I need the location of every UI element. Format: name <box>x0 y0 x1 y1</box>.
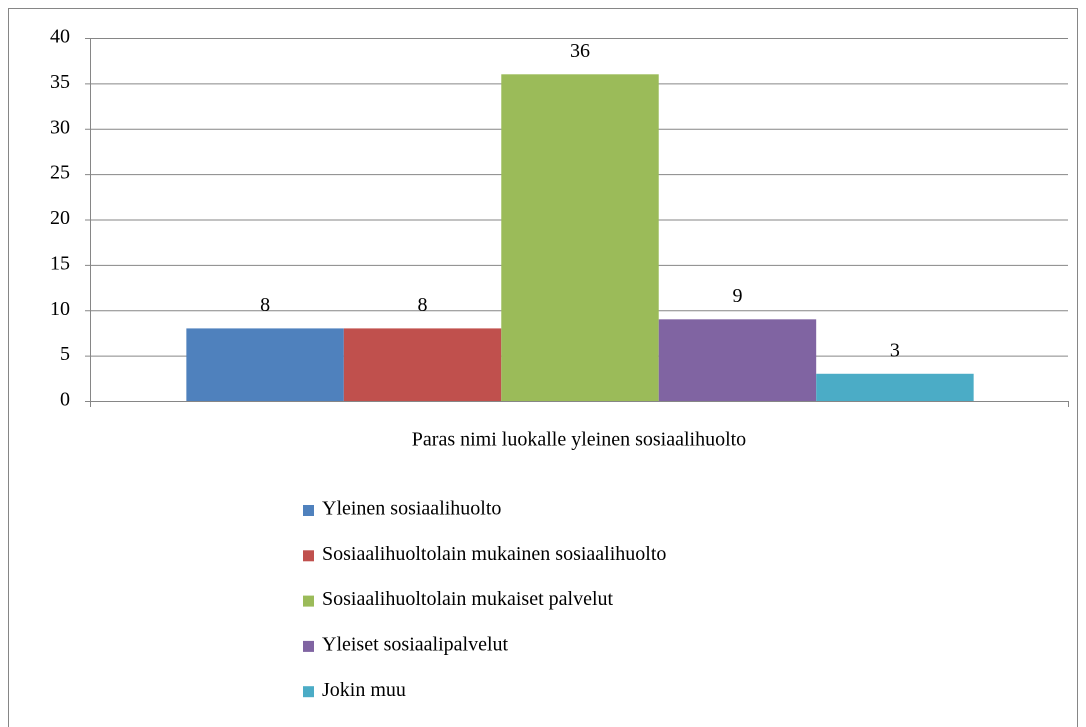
legend-label: Sosiaalihuoltolain mukaiset palvelut <box>322 588 614 610</box>
legend-swatch <box>303 505 314 516</box>
y-tick-label: 40 <box>50 26 70 48</box>
bar <box>343 328 502 401</box>
legend-label: Yleiset sosiaalipalvelut <box>322 633 509 655</box>
y-tick-label: 30 <box>50 116 70 138</box>
bar <box>816 373 974 401</box>
legend-label: Yleinen sosiaalihuolto <box>322 498 501 520</box>
y-tick-label: 20 <box>50 207 70 229</box>
y-tick-label: 35 <box>50 71 70 93</box>
data-label: 8 <box>418 294 428 316</box>
y-tick-label: 10 <box>50 298 70 320</box>
x-tick-label: Paras nimi luokalle yleinen sosiaalihuol… <box>412 429 746 451</box>
legend-swatch <box>303 640 314 652</box>
bar <box>658 319 817 401</box>
legend-swatch <box>303 550 314 562</box>
y-tick-label: 25 <box>50 162 70 184</box>
y-tick-label: 5 <box>60 343 70 365</box>
legend-swatch <box>303 595 314 607</box>
y-tick-label: 0 <box>60 389 70 411</box>
data-label: 3 <box>890 339 900 361</box>
bar <box>501 74 659 402</box>
data-label: 9 <box>732 285 742 307</box>
bar <box>186 328 344 401</box>
data-label: 8 <box>260 294 270 316</box>
legend-swatch <box>303 686 314 698</box>
legend-label: Jokin muu <box>322 679 406 701</box>
legend-label: Sosiaalihuoltolain mukainen sosiaalihuol… <box>322 543 666 565</box>
y-tick-label: 15 <box>50 252 70 274</box>
data-label: 36 <box>570 40 590 62</box>
